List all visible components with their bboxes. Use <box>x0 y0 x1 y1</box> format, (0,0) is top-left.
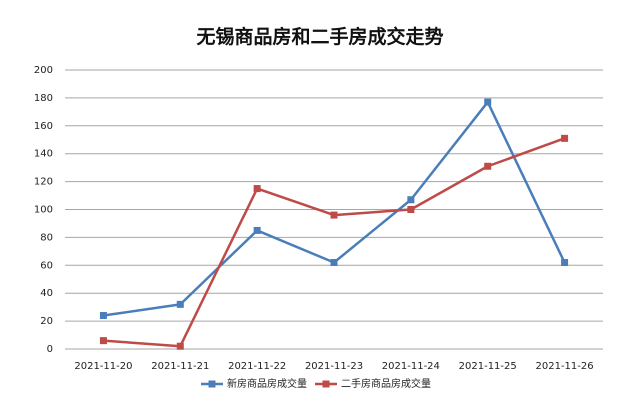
y-tick-label: 120 <box>34 177 53 188</box>
legend-marker <box>208 380 216 388</box>
point-marker <box>253 185 261 193</box>
point-marker <box>330 211 338 219</box>
x-tick-label: 2021-11-23 <box>305 361 363 372</box>
x-tick-label: 2021-11-21 <box>151 361 209 372</box>
point-marker <box>561 259 569 267</box>
point-marker <box>484 162 492 170</box>
legend-marker <box>322 380 330 388</box>
point-marker <box>253 226 261 234</box>
y-tick-label: 100 <box>34 205 53 216</box>
point-marker <box>176 300 184 308</box>
y-tick-label: 0 <box>47 344 53 355</box>
y-tick-label: 20 <box>40 316 53 327</box>
x-tick-label: 2021-11-26 <box>536 361 594 372</box>
x-tick-label: 2021-11-25 <box>459 361 517 372</box>
x-tick-label: 2021-11-20 <box>74 361 132 372</box>
y-tick-label: 40 <box>40 288 53 299</box>
legend-label: 新房商品房成交量 <box>227 377 307 390</box>
y-tick-label: 200 <box>34 65 53 76</box>
point-marker <box>407 196 415 204</box>
chart-title: 无锡商品房和二手房成交走势 <box>196 25 443 48</box>
point-marker <box>176 342 184 350</box>
y-tick-label: 160 <box>34 121 53 132</box>
point-marker <box>99 337 107 345</box>
y-tick-label: 80 <box>40 232 53 243</box>
y-tick-label: 60 <box>40 260 53 271</box>
y-tick-label: 140 <box>34 149 53 160</box>
point-marker <box>484 98 492 106</box>
legend-label: 二手房商品房成交量 <box>341 377 431 390</box>
point-marker <box>330 259 338 267</box>
x-tick-label: 2021-11-22 <box>228 361 286 372</box>
x-tick-label: 2021-11-24 <box>382 361 440 372</box>
point-marker <box>561 134 569 142</box>
y-tick-label: 180 <box>34 93 53 104</box>
point-marker <box>407 206 415 213</box>
point-marker <box>99 312 107 320</box>
